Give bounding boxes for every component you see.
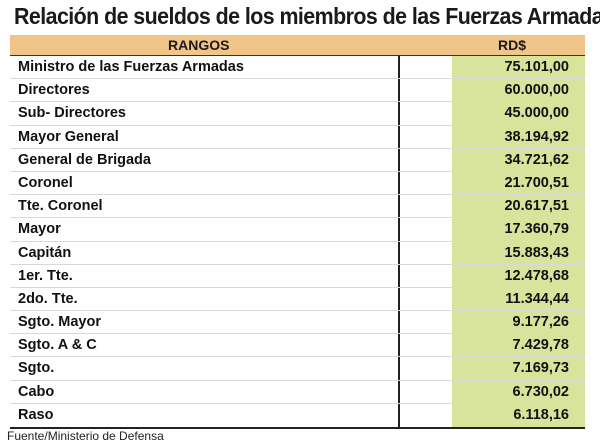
header-rangos: RANGOS — [168, 37, 230, 53]
salary-cell: 34.721,62 — [504, 151, 569, 168]
salary-cell: 38.194,92 — [504, 128, 569, 145]
table-header: RANGOS RD$ — [10, 35, 585, 56]
table-row: Sgto. Mayor 9.177,26 — [10, 311, 585, 335]
salary-cell: 11.344,44 — [505, 290, 569, 307]
salary-cell: 6.118,16 — [513, 406, 569, 423]
amount-column-shade — [452, 56, 585, 427]
table-body: Ministro de las Fuerzas Armadas 75.101,00… — [10, 56, 585, 427]
rank-cell: Raso — [18, 406, 54, 423]
table-row: General de Brigada 34.721,62 — [10, 149, 585, 172]
rank-cell: 2do. Tte. — [18, 290, 78, 307]
table-row: Directores 60.000,00 — [10, 79, 585, 103]
rank-cell: Cabo — [18, 383, 55, 400]
rank-cell: Sub- Directores — [18, 105, 126, 122]
header-rd: RD$ — [498, 37, 527, 53]
salary-cell: 75.101,00 — [504, 59, 569, 75]
table-row: Sub- Directores 45.000,00 — [10, 102, 585, 126]
salary-cell: 17.360,79 — [504, 221, 569, 238]
salary-cell: 7.169,73 — [512, 360, 569, 377]
source-note: Fuente/Ministerio de Defensa — [7, 429, 164, 443]
column-divider — [398, 56, 400, 427]
rank-cell: 1er. Tte. — [18, 267, 73, 284]
salary-cell: 60.000,00 — [504, 82, 569, 99]
rank-cell: Ministro de las Fuerzas Armadas — [18, 59, 244, 75]
salary-cell: 9.177,26 — [512, 314, 569, 331]
rank-cell: Mayor — [18, 221, 61, 238]
rank-cell: Coronel — [18, 174, 73, 191]
table-row: 2do. Tte. 11.344,44 — [10, 288, 585, 312]
salary-table: RANGOS RD$ Ministro de las Fuerzas Armad… — [10, 35, 585, 429]
salary-cell: 7.429,78 — [512, 337, 569, 354]
salary-cell: 12.478,68 — [504, 267, 569, 284]
rank-cell: Sgto. — [18, 360, 55, 377]
table-row: Ministro de las Fuerzas Armadas 75.101,00 — [10, 56, 585, 80]
table-row: Mayor General 38.194,92 — [10, 126, 585, 149]
table-row: Tte. Coronel 20.617,51 — [10, 195, 585, 219]
salary-cell: 21.700,51 — [504, 174, 569, 191]
rank-cell: General de Brigada — [18, 151, 151, 168]
rank-cell: Tte. Coronel — [18, 198, 103, 215]
salary-cell: 6.730,02 — [512, 383, 569, 400]
table-row: Mayor 17.360,79 — [10, 218, 585, 242]
rank-cell: Sgto. Mayor — [18, 314, 101, 331]
table-row: 1er. Tte. 12.478,68 — [10, 265, 585, 288]
table-row: Coronel 21.700,51 — [10, 172, 585, 196]
salary-cell: 20.617,51 — [504, 198, 569, 215]
salary-cell: 15.883,43 — [504, 244, 569, 261]
table-row: Sgto. A & C 7.429,78 — [10, 334, 585, 358]
table-row: Cabo 6.730,02 — [10, 381, 585, 404]
table-row: Raso 6.118,16 — [10, 404, 585, 427]
rank-cell: Sgto. A & C — [18, 337, 97, 354]
rank-cell: Capitán — [18, 244, 72, 261]
table-row: Sgto. 7.169,73 — [10, 357, 585, 381]
rank-cell: Mayor General — [18, 128, 119, 145]
table-row: Capitán 15.883,43 — [10, 242, 585, 265]
page-title: Relación de sueldos de los miembros de l… — [14, 3, 600, 29]
salary-cell: 45.000,00 — [504, 105, 569, 122]
rank-cell: Directores — [18, 82, 90, 99]
